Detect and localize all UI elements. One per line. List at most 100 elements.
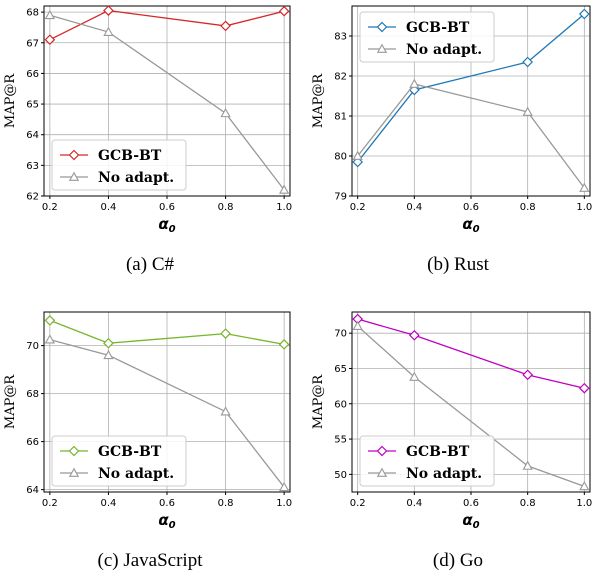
y-tick-label: 67 — [26, 38, 39, 49]
plot-frame — [43, 311, 291, 493]
data-point-gcb-bt — [220, 20, 231, 32]
data-point-no-adapt — [522, 460, 533, 470]
legend: GCB-BT No adapt. — [359, 11, 495, 63]
data-point-gcb-bt — [44, 315, 56, 326]
data-point-no-adapt — [220, 406, 231, 416]
subfigure-caption: (b) Rust — [427, 254, 489, 275]
y-axis-label: MAP@R — [3, 374, 18, 429]
series-line-gcb-bt — [49, 9, 285, 41]
data-point-no-adapt — [103, 349, 114, 360]
plot-frame — [351, 311, 591, 493]
legend-label: No adapt. — [406, 42, 482, 58]
y-tick-label: 79 — [334, 192, 347, 203]
data-point-no-adapt — [409, 371, 420, 381]
y-tick-label: 63 — [26, 161, 39, 172]
legend-marker-icon — [376, 445, 388, 457]
x-tick-label: 1.0 — [276, 498, 292, 509]
series-line-no-adapt — [49, 338, 285, 488]
data-point-no-adapt — [352, 150, 363, 160]
plot-frame — [351, 5, 591, 197]
legend-marker-icon — [68, 149, 80, 161]
legend-label: GCB-BT — [406, 444, 470, 460]
y-tick-label: 64 — [26, 130, 39, 141]
y-tick-label: 50 — [334, 470, 347, 481]
y-tick-label: 68 — [26, 389, 39, 400]
series-line-no-adapt — [49, 14, 285, 191]
chart-panel-2: 0.2 0.4 0.6 0.8 1.0 79 80 81 82 83 GCB-BT No adapt.… — [311, 5, 592, 275]
y-tick-label: 81 — [334, 112, 347, 123]
series-line-gcb-bt — [357, 13, 585, 163]
data-point-no-adapt — [409, 78, 420, 88]
series-line-gcb-bt — [49, 319, 285, 346]
y-tick-label: 66 — [26, 69, 39, 80]
legend-marker-icon — [376, 21, 388, 33]
y-tick-label: 66 — [26, 437, 39, 448]
y-tick-label: 80 — [334, 152, 347, 163]
legend-label: No adapt. — [98, 170, 174, 186]
y-tick-label: 83 — [334, 32, 347, 43]
y-tick-label: 70 — [26, 341, 39, 352]
data-point-no-adapt — [44, 334, 55, 344]
chart-panel-1: 0.2 0.4 0.6 0.8 1.0 62 63 64 65 66 67 68 GCB-BT No ad… — [3, 5, 292, 275]
legend-label: No adapt. — [98, 466, 174, 482]
y-tick-label: 65 — [26, 100, 39, 111]
data-point-gcb-bt — [408, 329, 420, 341]
data-point-no-adapt — [279, 184, 290, 194]
y-axis-label: MAP@R — [3, 73, 18, 128]
x-tick-label: 0.8 — [520, 202, 536, 213]
plot-frame — [43, 5, 291, 197]
subfigure-caption: (d) Go — [433, 550, 483, 571]
data-point-gcb-bt — [278, 5, 290, 17]
data-point-no-adapt — [352, 320, 363, 331]
y-tick-label: 65 — [334, 364, 347, 375]
x-tick-label: 0.4 — [406, 498, 422, 509]
x-tick-label: 1.0 — [276, 202, 292, 213]
data-point-gcb-bt — [44, 34, 56, 46]
data-point-no-adapt — [279, 481, 290, 492]
series-line-gcb-bt — [357, 318, 585, 389]
y-tick-label: 55 — [334, 435, 347, 446]
legend-label: No adapt. — [406, 466, 482, 482]
x-tick-label: 0.6 — [159, 498, 175, 509]
legend-label: GCB-BT — [406, 20, 470, 36]
y-axis-label: MAP@R — [311, 73, 326, 128]
x-axis-label: α0 — [158, 215, 175, 235]
x-tick-label: 0.4 — [406, 202, 422, 213]
data-point-gcb-bt — [103, 337, 114, 349]
series-line-no-adapt — [357, 83, 585, 189]
subfigure-caption: (c) JavaScript — [98, 550, 204, 571]
x-tick-label: 0.8 — [218, 498, 234, 509]
y-tick-label: 62 — [26, 192, 39, 203]
y-tick-label: 60 — [334, 399, 347, 410]
y-axis-label: MAP@R — [311, 374, 326, 429]
x-tick-label: 0.6 — [463, 498, 479, 509]
y-tick-label: 82 — [334, 72, 347, 83]
legend-marker-icon — [376, 467, 388, 477]
data-point-no-adapt — [44, 9, 55, 20]
x-tick-label: 0.2 — [42, 498, 58, 509]
data-point-no-adapt — [103, 26, 114, 36]
x-tick-label: 0.2 — [350, 498, 366, 509]
x-axis-label: α0 — [462, 215, 479, 235]
legend: GCB-BT No adapt. — [51, 139, 187, 191]
x-tick-label: 0.2 — [42, 202, 58, 213]
data-point-no-adapt — [220, 107, 231, 118]
y-tick-label: 70 — [334, 329, 347, 340]
data-point-no-adapt — [579, 182, 590, 192]
legend: GCB-BT No adapt. — [51, 435, 187, 487]
legend: GCB-BT No adapt. — [359, 435, 495, 487]
x-tick-label: 0.2 — [350, 202, 366, 213]
subfigure-caption: (a) C# — [126, 254, 175, 275]
chart-panel-4: 0.2 0.4 0.6 0.8 1.0 50 55 60 65 70 GCB-BT No adapt.… — [311, 311, 592, 571]
legend-label: GCB-BT — [98, 444, 162, 460]
data-point-gcb-bt — [578, 8, 590, 20]
x-tick-label: 1.0 — [576, 202, 592, 213]
x-tick-label: 0.4 — [100, 202, 116, 213]
x-axis-label: α0 — [462, 511, 479, 531]
legend-marker-icon — [68, 467, 80, 477]
data-point-gcb-bt — [578, 382, 590, 394]
data-point-gcb-bt — [103, 5, 114, 16]
data-point-gcb-bt — [278, 339, 290, 350]
chart-panel-3: 0.2 0.4 0.6 0.8 1.0 64 66 68 70 GCB-BT No adapt. MA… — [3, 311, 292, 571]
